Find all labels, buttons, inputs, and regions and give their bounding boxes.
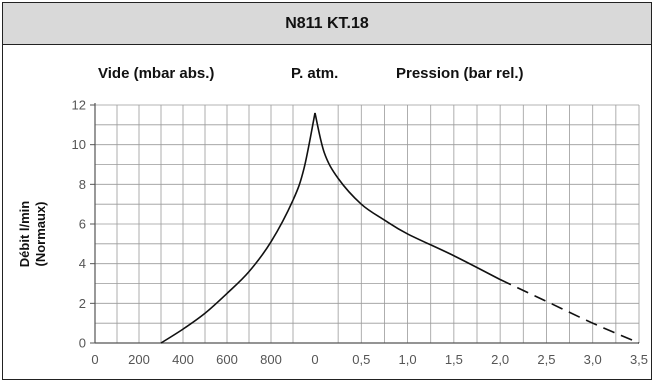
y-axis-label-line: Débit l/min [17,201,32,268]
series-line-pressure-solid [314,112,501,281]
chart-frame: N811 KT.18 Vide (mbar abs.) P. atm. Pres… [2,2,652,380]
x-tick-label-pressure: 2,0 [491,352,509,367]
x-tick-label-pressure: 3,5 [630,352,648,367]
y-axis-label-line: (Normaux) [33,201,48,266]
y-tick-label: 6 [79,217,86,232]
x-tick-label-pressure: 1,0 [399,352,417,367]
y-axis-label: Débit l/min (Normaux) [17,201,48,268]
x-tick-label-pressure: 1,5 [445,352,463,367]
y-tick-label: 2 [79,296,86,311]
tick-labels: 0 2 4 6 8 10 12 0 200 400 600 800 0 0,5 1,0 1,5 2,0 2,5 3,… [72,98,649,368]
series-line-pressure-dashed [499,278,640,344]
y-tick-label: 0 [79,336,86,351]
x-tick-label-vacuum: 600 [216,352,238,367]
x-tick-label-pressure: 0 [311,352,318,367]
grid [95,104,640,343]
chart-title: N811 KT.18 [285,14,369,32]
y-tick-label: 4 [79,256,86,271]
x-tick-label-vacuum: 800 [260,352,282,367]
y-tick-label: 12 [72,98,86,113]
atmosphere-header: P. atm. [291,65,339,82]
x-tick-label-pressure: 2,5 [537,352,555,367]
x-tick-label-pressure: 0,5 [352,352,370,367]
series-line-vacuum-solid [160,112,316,344]
vacuum-axis-header: Vide (mbar abs.) [98,65,215,82]
x-tick-label-vacuum: 400 [172,352,194,367]
chart-plot: 0 2 4 6 8 10 12 0 200 400 600 800 0 0,5 1,0 1,5 2,0 2,5 3,… [17,98,649,368]
x-tick-label-vacuum: 200 [128,352,150,367]
series [160,112,640,344]
y-tick-label: 10 [72,137,86,152]
pressure-axis-header: Pression (bar rel.) [396,65,524,82]
x-tick-label-pressure: 3,0 [584,352,602,367]
x-tick-label-vacuum: 0 [91,352,98,367]
title-bar: N811 KT.18 [3,3,651,45]
y-tick-label: 8 [79,177,86,192]
